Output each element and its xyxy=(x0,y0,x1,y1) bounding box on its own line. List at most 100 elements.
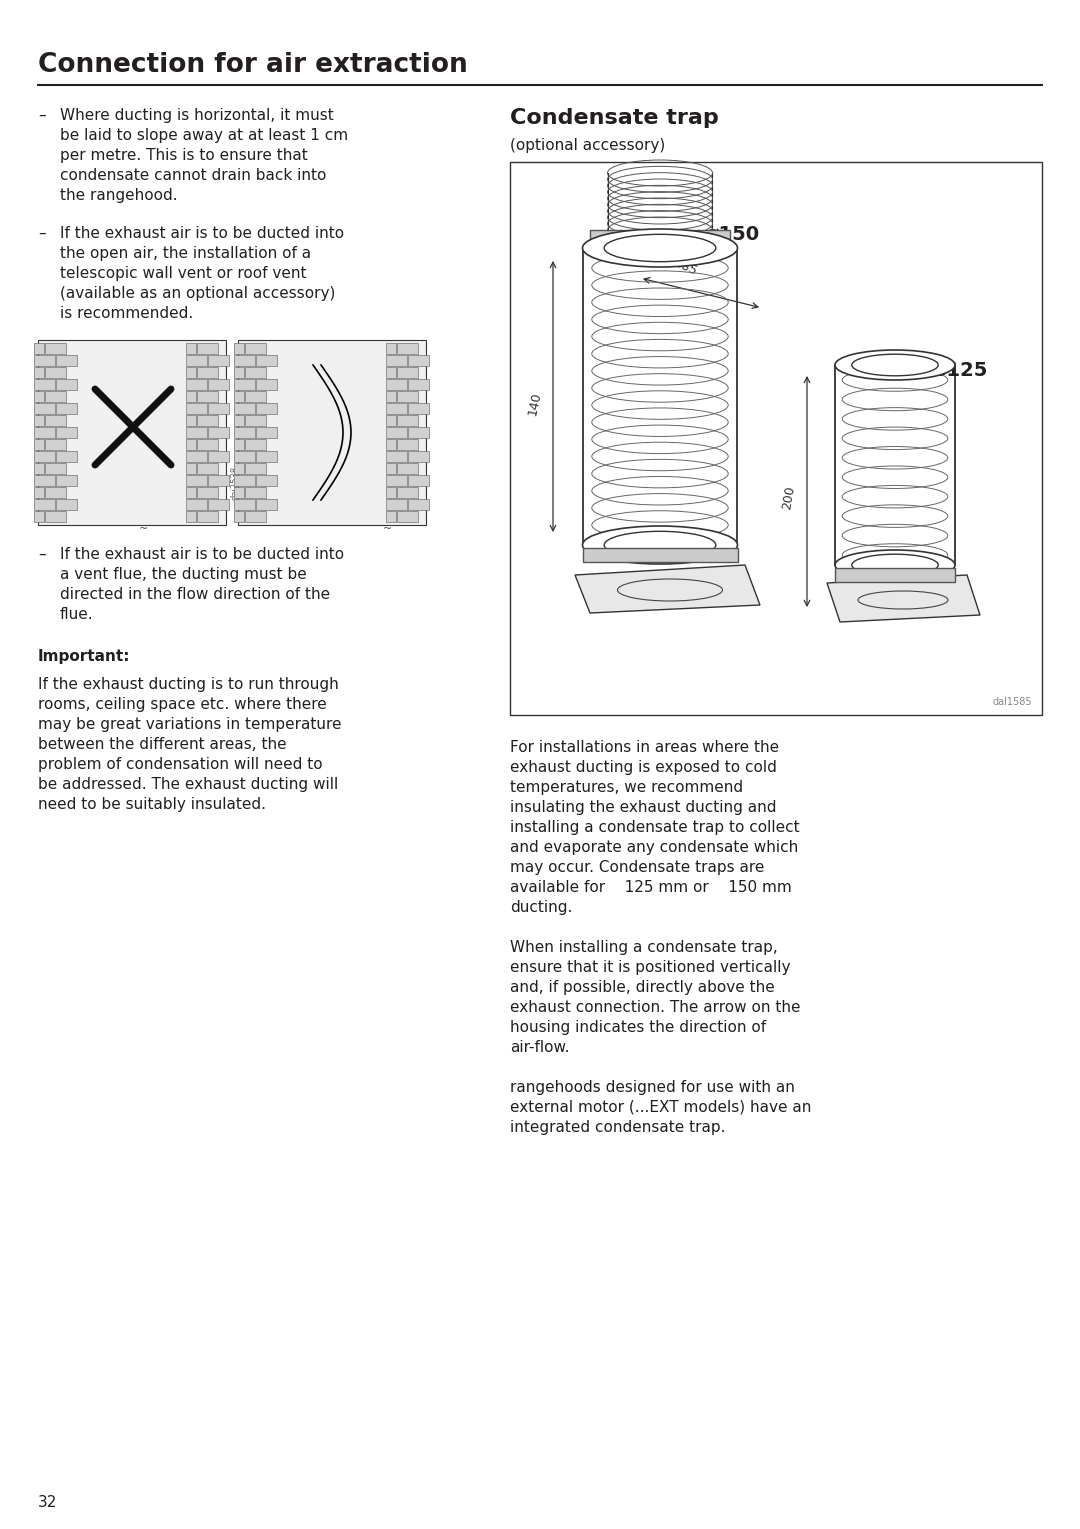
Text: air-flow.: air-flow. xyxy=(510,1040,569,1055)
Text: condensate cannot drain back into: condensate cannot drain back into xyxy=(60,168,326,183)
Text: ~: ~ xyxy=(383,517,392,528)
Bar xyxy=(386,427,407,437)
Bar xyxy=(245,488,266,498)
Bar xyxy=(234,355,255,365)
Text: Condensate trap: Condensate trap xyxy=(510,109,719,128)
Bar xyxy=(33,439,44,450)
Bar xyxy=(245,463,266,474)
Bar xyxy=(397,511,418,521)
Bar xyxy=(408,355,429,365)
Text: ensure that it is positioned vertically: ensure that it is positioned vertically xyxy=(510,960,791,976)
Text: ~: ~ xyxy=(268,362,278,372)
Text: installing a condensate trap to collect: installing a condensate trap to collect xyxy=(510,820,799,835)
Text: exhaust connection. The arrow on the: exhaust connection. The arrow on the xyxy=(510,1000,800,1015)
Bar xyxy=(245,511,266,521)
Bar xyxy=(197,391,218,402)
Bar xyxy=(33,355,55,365)
Bar xyxy=(197,342,218,355)
Text: the open air, the installation of a: the open air, the installation of a xyxy=(60,246,311,261)
Bar xyxy=(186,404,207,414)
Text: integrated condensate trap.: integrated condensate trap. xyxy=(510,1121,726,1135)
Bar xyxy=(234,488,244,498)
Text: If the exhaust air is to be ducted into: If the exhaust air is to be ducted into xyxy=(60,226,345,242)
Bar xyxy=(186,488,195,498)
Bar xyxy=(408,498,429,511)
Bar xyxy=(45,414,66,427)
Bar xyxy=(197,511,218,521)
Bar xyxy=(234,439,244,450)
Bar xyxy=(245,439,266,450)
Bar xyxy=(208,498,229,511)
Text: For installations in areas where the: For installations in areas where the xyxy=(510,740,779,755)
Bar xyxy=(386,451,407,462)
Text: ~: ~ xyxy=(86,410,96,424)
Bar xyxy=(197,414,218,427)
Text: rooms, ceiling space etc. where there: rooms, ceiling space etc. where there xyxy=(38,697,327,713)
Bar xyxy=(56,404,77,414)
Bar xyxy=(234,451,255,462)
Bar xyxy=(45,439,66,450)
Bar xyxy=(397,488,418,498)
Text: ø185: ø185 xyxy=(905,558,939,586)
Bar xyxy=(386,414,396,427)
Bar xyxy=(397,391,418,402)
Text: ~: ~ xyxy=(86,417,96,431)
Text: When installing a condensate trap,: When installing a condensate trap, xyxy=(510,940,778,956)
Polygon shape xyxy=(575,566,760,613)
Bar xyxy=(397,342,418,355)
Bar xyxy=(33,511,44,521)
Bar xyxy=(56,476,77,486)
Text: Connection for air extraction: Connection for air extraction xyxy=(38,52,468,78)
Text: available for    125 mm or    150 mm: available for 125 mm or 150 mm xyxy=(510,881,792,894)
Bar xyxy=(33,476,55,486)
Text: 32: 32 xyxy=(38,1495,57,1511)
Bar xyxy=(408,379,429,390)
Bar xyxy=(45,511,66,521)
Bar xyxy=(186,414,195,427)
Bar xyxy=(386,498,407,511)
Text: flue.: flue. xyxy=(60,607,94,622)
Bar xyxy=(386,439,396,450)
Bar xyxy=(186,451,207,462)
Bar xyxy=(238,339,426,524)
Bar xyxy=(256,404,276,414)
Polygon shape xyxy=(827,575,980,622)
Bar xyxy=(186,476,207,486)
Text: ø125: ø125 xyxy=(933,361,987,379)
Bar xyxy=(397,439,418,450)
Bar xyxy=(234,498,255,511)
Bar xyxy=(256,451,276,462)
Text: exhaust ducting is exposed to cold: exhaust ducting is exposed to cold xyxy=(510,760,777,775)
Bar xyxy=(234,414,244,427)
Bar xyxy=(397,367,418,378)
Ellipse shape xyxy=(582,229,738,268)
Text: housing indicates the direction of: housing indicates the direction of xyxy=(510,1020,766,1035)
Bar xyxy=(33,367,44,378)
Bar xyxy=(33,414,44,427)
Bar xyxy=(197,463,218,474)
Bar xyxy=(408,404,429,414)
Bar xyxy=(256,355,276,365)
Text: ducting.: ducting. xyxy=(510,901,572,914)
Text: ~: ~ xyxy=(383,524,392,534)
Text: Where ducting is horizontal, it must: Where ducting is horizontal, it must xyxy=(60,109,334,122)
Text: –: – xyxy=(38,109,45,122)
Bar xyxy=(197,439,218,450)
Bar xyxy=(510,162,1042,716)
Text: ~: ~ xyxy=(268,355,278,365)
Ellipse shape xyxy=(835,550,955,579)
Bar xyxy=(234,427,255,437)
Bar xyxy=(208,404,229,414)
Bar xyxy=(33,463,44,474)
Bar xyxy=(56,355,77,365)
Bar xyxy=(33,498,55,511)
Text: telescopic wall vent or roof vent: telescopic wall vent or roof vent xyxy=(60,266,307,281)
Bar xyxy=(256,379,276,390)
Text: insulating the exhaust ducting and: insulating the exhaust ducting and xyxy=(510,800,777,815)
Text: ø150: ø150 xyxy=(705,225,759,243)
Text: ~: ~ xyxy=(139,524,148,534)
Bar xyxy=(56,427,77,437)
Bar xyxy=(38,339,226,524)
Bar xyxy=(386,379,407,390)
Bar xyxy=(197,367,218,378)
